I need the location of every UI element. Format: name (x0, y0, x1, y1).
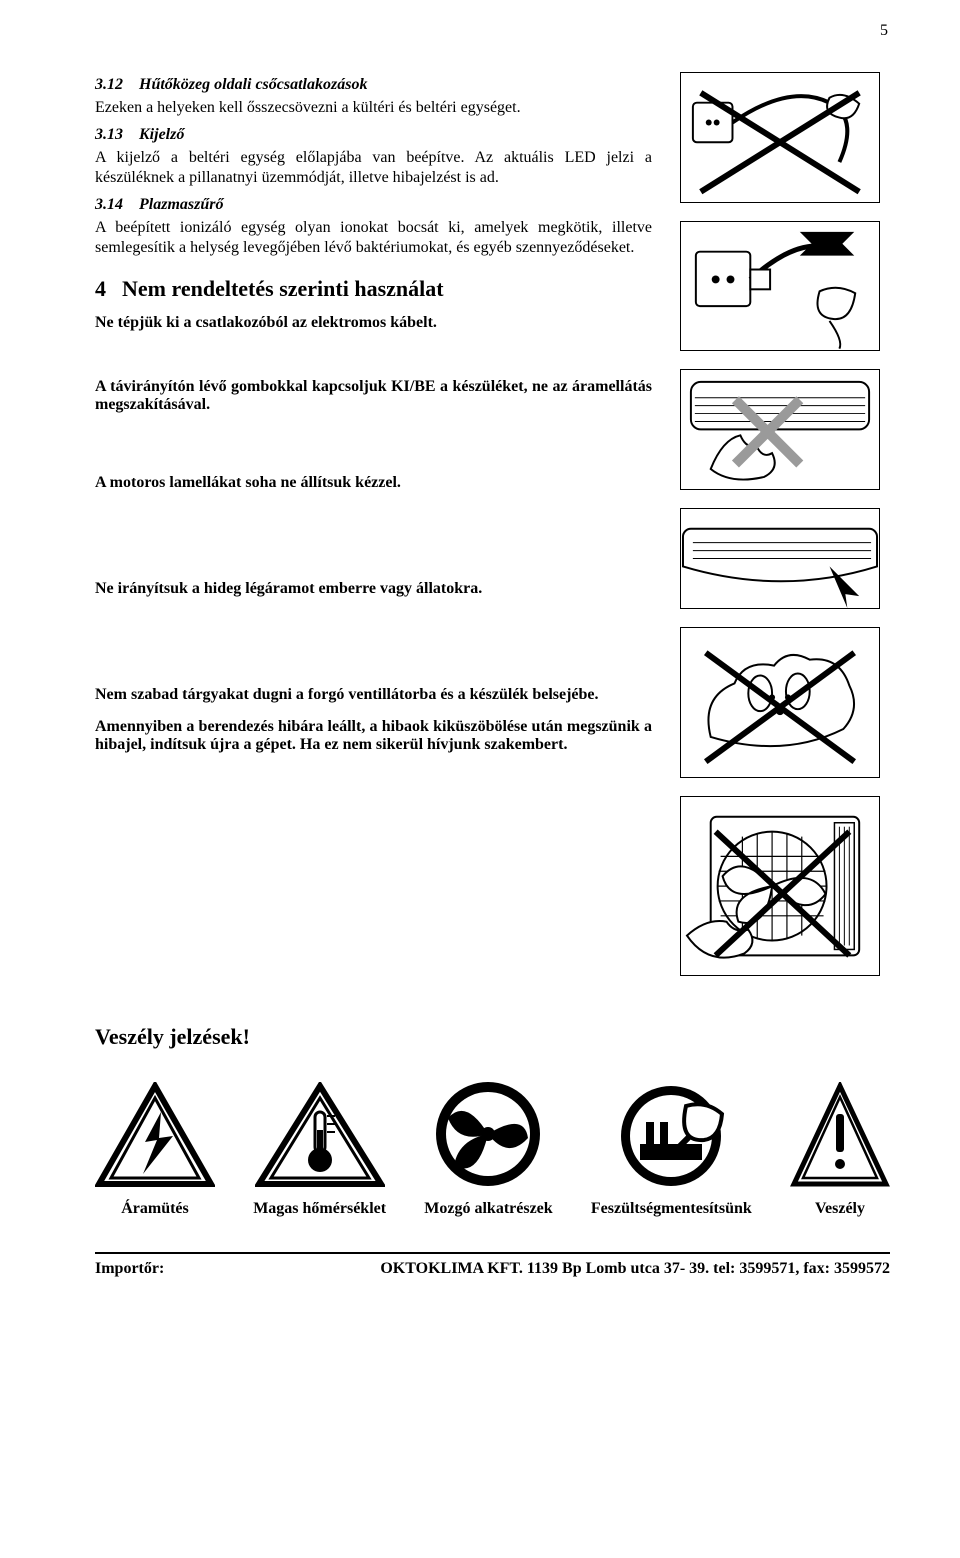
hazard-disconnect-power: Feszültségmentesítsünk (591, 1082, 752, 1218)
section-title: Kijelző (139, 126, 184, 144)
hazard-label: Áramütés (121, 1200, 189, 1218)
content-columns: 3.12 Hűtőközeg oldali csőcsatlakozások E… (95, 68, 890, 976)
figure-unplug-cord (680, 72, 880, 203)
hazard-label: Veszély (815, 1200, 865, 1218)
hazard-heading: Veszély jelzések! (95, 1024, 890, 1050)
figure-louvers-hand (680, 369, 880, 490)
section-number: 3.14 (95, 196, 123, 214)
warning-no-insert-objects: Nem szabad tárgyakat dugni a forgó venti… (95, 686, 652, 704)
warning-no-adjust-louvers: A motoros lamellákat soha ne állítsuk ké… (95, 474, 652, 492)
hazard-high-temperature: Magas hőmérséklet (253, 1082, 386, 1218)
section-3-13-body: A kijelző a beltéri egység előlapjába va… (95, 148, 652, 188)
warning-use-remote: A távirányítón lévő gombokkal kapcsoljuk… (95, 378, 652, 414)
footer-importer-label: Importőr: (95, 1260, 164, 1278)
section-3-12-heading: 3.12 Hűtőközeg oldali csőcsatlakozások (95, 76, 652, 94)
hazard-label: Mozgó alkatrészek (424, 1200, 552, 1218)
hazard-label: Magas hőmérséklet (253, 1200, 386, 1218)
high-temperature-icon (255, 1082, 385, 1190)
hazard-general-danger: Veszély (790, 1082, 890, 1218)
section-title: Plazmaszűrő (139, 196, 223, 214)
electric-shock-icon (95, 1082, 215, 1190)
text-column: 3.12 Hűtőközeg oldali csőcsatlakozások E… (95, 68, 652, 976)
figure-plug-switch (680, 221, 880, 352)
figure-column (670, 68, 890, 976)
figure-dog-airflow (680, 627, 880, 778)
figure-indoor-unit-airflow (680, 508, 880, 609)
section-3-12-body: Ezeken a helyeken kell ősszecsövezni a k… (95, 98, 652, 118)
chapter-4-heading: 4 Nem rendeltetés szerinti használat (95, 276, 652, 302)
moving-parts-icon (428, 1078, 548, 1190)
section-number: 3.12 (95, 76, 123, 94)
chapter-number: 4 (95, 276, 106, 302)
hazard-moving-parts: Mozgó alkatrészek (424, 1078, 552, 1218)
section-title: Hűtőközeg oldali csőcsatlakozások (139, 76, 367, 94)
footer-company-info: OKTOKLIMA KFT. 1139 Bp Lomb utca 37- 39.… (380, 1260, 890, 1278)
warning-fault-restart: Amennyiben a berendezés hibára leállt, a… (95, 718, 652, 754)
page-footer: Importőr: OKTOKLIMA KFT. 1139 Bp Lomb ut… (95, 1260, 890, 1278)
section-number: 3.13 (95, 126, 123, 144)
warning-no-yank-cord: Ne tépjük ki a csatlakozóból az elektrom… (95, 314, 652, 332)
section-3-14-heading: 3.14 Plazmaszűrő (95, 196, 652, 214)
hazard-electric-shock: Áramütés (95, 1082, 215, 1218)
chapter-title: Nem rendeltetés szerinti használat (122, 276, 444, 302)
disconnect-power-icon (596, 1082, 746, 1190)
warning-no-direct-airflow: Ne irányítsuk a hideg légáramot emberre … (95, 580, 652, 598)
section-3-14-body: A beépített ionizáló egység olyan ionoka… (95, 218, 652, 258)
figure-outdoor-unit-fan (680, 796, 880, 976)
hazard-symbol-row: Áramütés Magas hőmérséklet Mozgó alkatré (95, 1078, 890, 1218)
section-3-13-heading: 3.13 Kijelző (95, 126, 652, 144)
page-number: 5 (880, 22, 888, 40)
danger-icon (790, 1082, 890, 1190)
footer-divider (95, 1252, 890, 1254)
hazard-label: Feszültségmentesítsünk (591, 1200, 752, 1218)
